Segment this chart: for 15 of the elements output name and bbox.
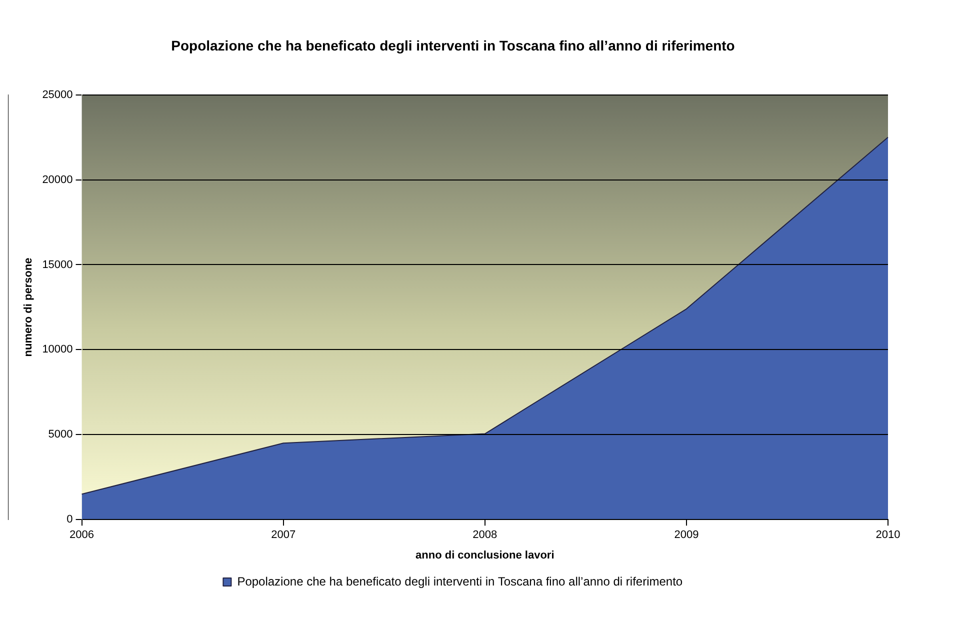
y-tick-label: 15000 xyxy=(42,258,73,271)
x-tick-label: 2010 xyxy=(876,529,900,542)
chart-title: Popolazione che ha beneficato degli interventi in Toscana fino all’anno di riferimento xyxy=(171,37,735,54)
y-tick-label: 25000 xyxy=(42,88,73,101)
x-tick-label: 2006 xyxy=(70,529,94,542)
x-tick-label: 2009 xyxy=(674,529,699,542)
x-tick-label: 2007 xyxy=(271,529,296,542)
y-axis-title: numero di persone xyxy=(22,258,35,357)
y-tick-label: 20000 xyxy=(42,174,73,186)
x-tick-label: 2008 xyxy=(472,529,498,542)
legend-label: Popolazione che ha beneficato degli interventi in Toscana fino all’anno di riferimento xyxy=(237,574,683,588)
y-tick-label: 0 xyxy=(66,514,73,526)
y-tick-label: 10000 xyxy=(42,344,73,356)
x-axis-title: anno di conclusione lavori xyxy=(416,549,554,562)
y-tick-label: 5000 xyxy=(48,428,73,441)
